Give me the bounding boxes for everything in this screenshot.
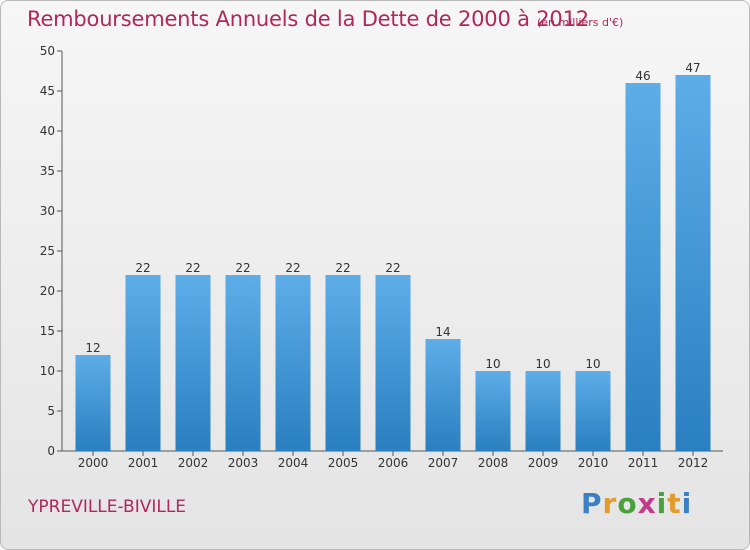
bar-2003 xyxy=(225,275,261,451)
data-label-2010: 10 xyxy=(585,357,600,371)
bar-2004 xyxy=(275,275,311,451)
data-label-2011: 46 xyxy=(635,69,650,83)
data-label-2006: 22 xyxy=(385,261,400,275)
y-tick-label: 40 xyxy=(40,124,55,138)
y-tick-label: 10 xyxy=(40,364,55,378)
logo-letter: x xyxy=(637,487,657,520)
data-label-2005: 22 xyxy=(335,261,350,275)
x-tick-label-2001: 2001 xyxy=(128,456,159,470)
data-label-2012: 47 xyxy=(685,61,700,75)
x-tick-label-2005: 2005 xyxy=(328,456,359,470)
data-label-2008: 10 xyxy=(485,357,500,371)
x-tick-label-2003: 2003 xyxy=(228,456,259,470)
logo-letter: o xyxy=(617,487,638,520)
x-tick-label-2002: 2002 xyxy=(178,456,209,470)
x-tick-label-2010: 2010 xyxy=(578,456,609,470)
x-tick-label-2011: 2011 xyxy=(628,456,659,470)
bar-2001 xyxy=(125,275,161,451)
y-tick-label: 50 xyxy=(40,44,55,58)
bar-2012 xyxy=(675,75,711,451)
x-tick-label-2006: 2006 xyxy=(378,456,409,470)
x-tick-label-2007: 2007 xyxy=(428,456,459,470)
y-tick-label: 15 xyxy=(40,324,55,338)
logo-letter: P xyxy=(581,487,603,520)
logo-letter: i xyxy=(656,487,668,520)
data-label-2002: 22 xyxy=(185,261,200,275)
x-tick-label-2004: 2004 xyxy=(278,456,309,470)
data-label-2007: 14 xyxy=(435,325,450,339)
data-label-2004: 22 xyxy=(285,261,300,275)
commune-name: YPREVILLE-BIVILLE xyxy=(28,497,187,517)
bar-2010 xyxy=(575,371,611,451)
y-tick-label: 20 xyxy=(40,284,55,298)
data-label-2003: 22 xyxy=(235,261,250,275)
y-tick-label: 0 xyxy=(47,444,55,458)
logo-letter: r xyxy=(602,487,618,520)
bar-2006 xyxy=(375,275,411,451)
y-tick-label: 35 xyxy=(40,164,55,178)
x-tick-label-2000: 2000 xyxy=(78,456,109,470)
bar-2007 xyxy=(425,339,461,451)
x-tick-label-2012: 2012 xyxy=(678,456,709,470)
data-label-2000: 12 xyxy=(85,341,100,355)
bar-2002 xyxy=(175,275,211,451)
bar-2011 xyxy=(625,83,661,451)
logo-letter: i xyxy=(681,487,693,520)
x-tick-label-2009: 2009 xyxy=(528,456,559,470)
y-tick-label: 45 xyxy=(40,84,55,98)
proxiti-logo[interactable]: Proxiti xyxy=(581,487,692,520)
x-tick-label-2008: 2008 xyxy=(478,456,509,470)
bar-2009 xyxy=(525,371,561,451)
bar-2008 xyxy=(475,371,511,451)
y-tick-label: 25 xyxy=(40,244,55,258)
bar-2000 xyxy=(75,355,111,451)
data-label-2001: 22 xyxy=(135,261,150,275)
chart-title: Remboursements Annuels de la Dette de 20… xyxy=(27,7,589,31)
chart-subtitle: (en milliers d'€) xyxy=(537,16,624,29)
y-tick-label: 30 xyxy=(40,204,55,218)
logo-letter: t xyxy=(667,487,682,520)
y-tick-label: 5 xyxy=(47,404,55,418)
data-label-2009: 10 xyxy=(535,357,550,371)
bar-2005 xyxy=(325,275,361,451)
